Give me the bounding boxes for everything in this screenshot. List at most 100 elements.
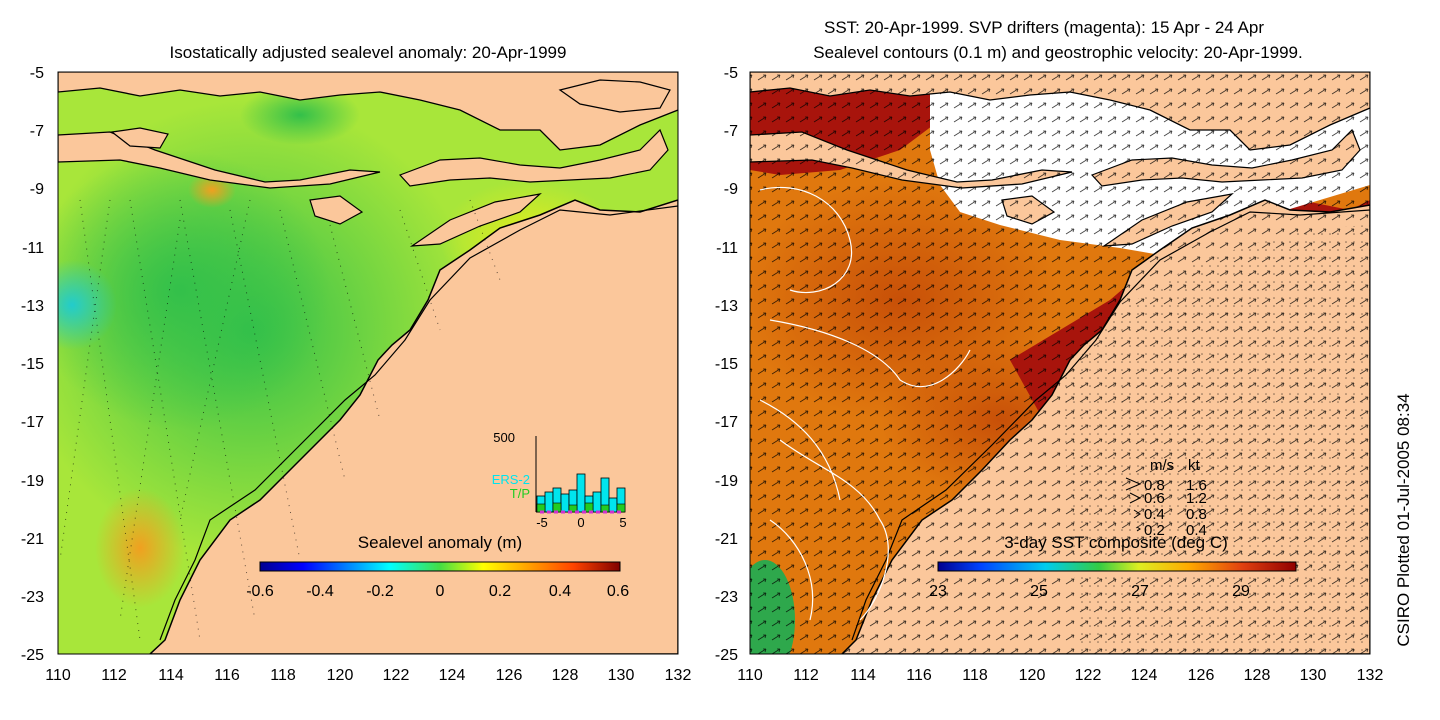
lon-tick: 122 <box>1075 667 1102 684</box>
velocity-legend-kt: 1.6 <box>1186 477 1207 494</box>
lon-tick: 120 <box>327 667 354 684</box>
lon-tick: 122 <box>383 667 410 684</box>
velocity-legend-ms: 0.4 <box>1144 506 1165 523</box>
velocity-legend-ms-header: m/s <box>1150 457 1174 474</box>
inset-x-tick: -5 <box>536 515 548 530</box>
timor-island <box>409 193 542 247</box>
lon-tick: 128 <box>552 667 579 684</box>
right-map-title-line1: SST: 20-Apr-1999. SVP drifters (magenta)… <box>824 18 1264 37</box>
left-map-frame <box>57 71 679 655</box>
inset-x-tick: 0 <box>577 515 584 530</box>
sla-colorbar-title: Sealevel anomaly (m) <box>358 533 522 552</box>
sla-minimum-spot <box>58 260 117 350</box>
sst-colorbar-title: 3-day SST composite (deg C) <box>1004 533 1228 552</box>
lat-tick: -5 <box>724 65 738 82</box>
inset-legend-tp: T/P <box>510 486 530 501</box>
lon-tick: 132 <box>1357 667 1384 684</box>
sla-colorbar-tick: 0.2 <box>489 583 511 600</box>
right-map: SST: 20-Apr-1999. SVP drifters (magenta)… <box>715 18 1384 684</box>
velocity-arrow-icon <box>1125 477 1142 491</box>
lat-tick: -9 <box>724 181 738 198</box>
lat-tick: -5 <box>30 65 44 82</box>
velocity-legend: m/s kt 0.8 1.6 0.6 1.2 0.4 0.8 0.2 0.4 <box>1125 457 1207 539</box>
flores-islands <box>398 128 669 187</box>
lon-tick: 110 <box>737 667 763 684</box>
sla-colorbar-tick: 0.4 <box>549 583 571 600</box>
lon-tick: 118 <box>270 667 296 684</box>
velocity-legend-ms: 0.2 <box>1144 522 1165 539</box>
left-map: Isostatically adjusted sealevel anomaly:… <box>21 43 692 684</box>
sla-colorbar-tick: -0.2 <box>366 583 394 600</box>
lat-tick: -13 <box>715 298 738 315</box>
right-map-frame <box>749 71 1371 655</box>
sla-high-spot <box>95 488 185 608</box>
lat-tick: -21 <box>21 531 44 548</box>
sla-colorbar-tick: 0.6 <box>607 583 629 600</box>
lon-tick: 112 <box>101 667 127 684</box>
sst-colorbar-tick: 25 <box>1030 583 1048 600</box>
lon-tick: 116 <box>906 667 932 684</box>
lon-tick: 112 <box>793 667 819 684</box>
australia-landmass <box>148 199 678 654</box>
credit-label: CSIRO Plotted 01-Jul-2005 08:34 <box>1394 393 1413 646</box>
lat-tick: -21 <box>715 531 738 548</box>
lon-tick: 116 <box>214 667 240 684</box>
velocity-legend-kt: 0.4 <box>1186 522 1207 539</box>
lat-tick: -7 <box>724 123 738 140</box>
lat-tick: -15 <box>21 356 44 373</box>
lon-tick: 128 <box>1244 667 1271 684</box>
lon-tick: 114 <box>158 667 184 684</box>
north-islands <box>58 72 678 151</box>
velocity-legend-kt: 0.8 <box>1186 506 1207 523</box>
velocity-legend-ms: 0.8 <box>1144 477 1165 494</box>
sst-colorbar-tick: 23 <box>929 583 947 600</box>
lon-tick: 124 <box>1131 667 1158 684</box>
right-lat-ticks: -5 -7 -9 -11 -13 -15 -17 -19 -21 -23 -25 <box>715 65 738 664</box>
inset-ymax-label: 500 <box>493 430 515 445</box>
sst-colorbar-ramp <box>937 561 1297 572</box>
velocity-legend-kt-header: kt <box>1188 457 1201 474</box>
lon-tick: 130 <box>608 667 635 684</box>
sla-colorbar: Sealevel anomaly (m) -0.6 -0.4 -0.2 0 0.… <box>246 533 629 600</box>
lon-tick: 118 <box>962 667 988 684</box>
lon-tick: 126 <box>496 667 523 684</box>
lat-tick: -9 <box>30 181 44 198</box>
left-lat-ticks: -5 -7 -9 -11 -13 -15 -17 -19 -21 -23 -25 <box>21 65 44 664</box>
lon-tick: 130 <box>1300 667 1327 684</box>
lat-tick: -25 <box>21 647 44 664</box>
inset-x-tick: 5 <box>619 515 626 530</box>
sla-colorbar-tick: 0 <box>436 583 445 600</box>
lon-tick: 126 <box>1188 667 1215 684</box>
velocity-legend-kt: 1.2 <box>1186 490 1207 507</box>
lat-tick: -11 <box>716 240 738 257</box>
lat-tick: -25 <box>715 647 738 664</box>
sst-colorbar: 3-day SST composite (deg C) 23 25 27 29 <box>929 533 1297 600</box>
lon-tick: 124 <box>439 667 466 684</box>
lon-tick: 132 <box>665 667 692 684</box>
sumba-island <box>309 195 364 225</box>
lon-tick: 120 <box>1019 667 1046 684</box>
velocity-arrow-icon <box>1129 492 1142 504</box>
left-map-title: Isostatically adjusted sealevel anomaly:… <box>170 43 567 62</box>
sst-colorbar-tick: 27 <box>1131 583 1149 600</box>
right-lon-ticks: 110 112 114 116 118 120 122 124 126 128 … <box>737 667 1383 684</box>
sst-colorbar-tick: 29 <box>1232 583 1250 600</box>
right-map-title-line2: Sealevel contours (0.1 m) and geostrophi… <box>813 43 1302 62</box>
track-count-inset: 500 ERS-2 T/P -5 0 5 <box>492 430 627 530</box>
lat-tick: -19 <box>21 473 44 490</box>
velocity-arrow-icon <box>1136 526 1141 532</box>
sla-colorbar-tick: -0.6 <box>246 583 274 600</box>
velocity-legend-ms: 0.6 <box>1144 490 1165 507</box>
lat-tick: -19 <box>715 473 738 490</box>
lat-tick: -23 <box>21 589 44 606</box>
lat-tick: -13 <box>21 298 44 315</box>
lon-tick: 110 <box>45 667 71 684</box>
velocity-arrow-icon <box>1133 509 1141 519</box>
sealevel-contours <box>759 186 971 621</box>
satellite-tracks <box>59 199 501 641</box>
lat-tick: -17 <box>715 414 738 431</box>
sla-colorbar-tick: -0.4 <box>306 583 334 600</box>
lat-tick: -23 <box>715 589 738 606</box>
lat-tick: -17 <box>21 414 44 431</box>
